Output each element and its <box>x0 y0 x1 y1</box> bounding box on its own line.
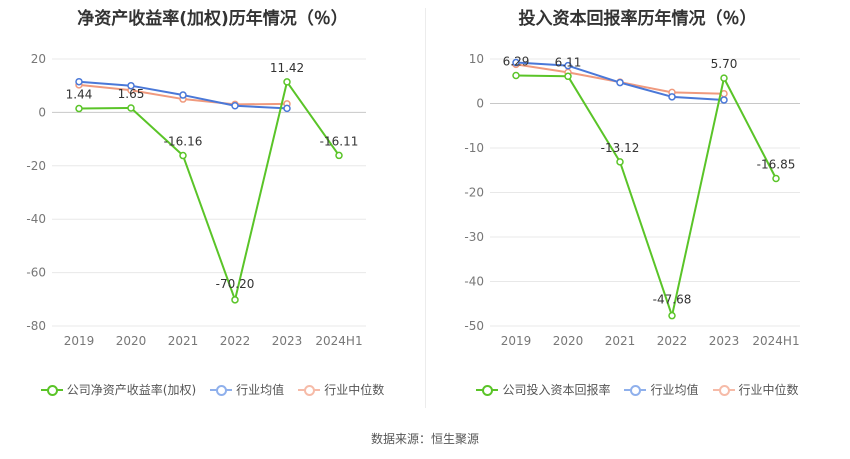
series-line-company <box>515 74 777 317</box>
data-label: 6.11 <box>555 55 582 69</box>
legend-marker-industry-median <box>712 384 735 396</box>
data-point-company <box>564 72 572 81</box>
data-label: 6.29 <box>503 55 530 69</box>
legend-marker-company <box>40 384 63 396</box>
legend-label-industry-average: 行业均值 <box>236 383 285 397</box>
legend-marker-industry-median <box>298 384 321 396</box>
data-point-avg <box>720 96 728 104</box>
data-label: -16.11 <box>320 134 359 148</box>
x-tick-label: 2021 <box>168 334 199 348</box>
data-label: -16.16 <box>164 135 203 149</box>
legend-marker-company <box>476 384 499 396</box>
data-point-company <box>231 296 239 304</box>
data-point-company <box>616 158 624 166</box>
y-tick-label: 0 <box>38 105 46 119</box>
legend-marker-industry-average <box>624 384 647 396</box>
x-tick-label: 2022 <box>220 334 251 348</box>
legend-item-industry-average[interactable]: 行业均值 <box>210 381 284 398</box>
legend-label-industry-average: 行业均值 <box>650 383 699 397</box>
y-tick-label: 10 <box>469 52 484 66</box>
legend-item-industry-median[interactable]: 行业中位数 <box>298 381 384 398</box>
x-tick-label: 2020 <box>553 334 584 348</box>
data-label: 5.70 <box>711 57 738 71</box>
data-point-avg <box>564 61 572 70</box>
data-point-company <box>179 151 187 160</box>
data-label: 1.44 <box>66 88 93 102</box>
legend-item-industry-median[interactable]: 行业中位数 <box>712 381 799 398</box>
x-tick-label: 2023 <box>272 334 303 348</box>
x-tick-label: 2019 <box>64 334 95 348</box>
roe-chart-plot: 20 0 -20 -40 -60 -80 2019 2020 2021 2022 2023 2024H… <box>26 52 366 348</box>
x-tick-label: 2021 <box>605 334 636 348</box>
x-tick-label: 2024H1 <box>315 334 362 348</box>
y-tick-label: -40 <box>464 275 484 289</box>
roic-chart-panel: 投入资本回报率历年情况（％） 10 0 -10 -20 -30 -40 -50 2019 202… <box>425 0 850 420</box>
roic-chart-legend: 公司投入资本回报率 行业均值 行业中位数 <box>425 381 850 398</box>
roic-chart-plot: 10 0 -10 -20 -30 -40 -50 2019 2020 2021 2022 2023 20… <box>464 52 800 348</box>
legend-label-industry-median: 行业中位数 <box>324 383 385 397</box>
data-point-company <box>283 78 291 86</box>
legend-item-industry-average[interactable]: 行业均值 <box>624 381 699 398</box>
data-point-company <box>772 174 780 183</box>
data-point-avg <box>283 104 291 113</box>
data-point-avg <box>179 91 187 99</box>
y-tick-label: -80 <box>26 319 46 333</box>
data-point-avg <box>616 78 624 87</box>
legend-item-company[interactable]: 公司净资产收益率(加权) <box>40 381 197 398</box>
data-label: -70.20 <box>216 277 255 291</box>
series-line-company <box>78 80 340 301</box>
data-point-company <box>512 71 520 80</box>
data-point-avg <box>231 101 239 110</box>
data-point-company <box>127 104 135 112</box>
x-tick-label: 2022 <box>657 334 688 348</box>
roic-chart-title: 投入资本回报率历年情况（％） <box>518 9 757 29</box>
data-label: -47.68 <box>653 293 692 307</box>
legend-label-company: 公司净资产收益率(加权) <box>66 383 197 397</box>
roe-chart-panel: 净资产收益率(加权)历年情况（％） 20 0 -20 -40 -60 -80 2019 202… <box>0 0 425 420</box>
y-tick-label: 20 <box>31 52 46 66</box>
data-label: -16.85 <box>757 157 796 171</box>
data-point-avg <box>75 77 83 86</box>
panel-divider <box>425 8 426 408</box>
data-point-company <box>75 104 83 113</box>
y-tick-label: -30 <box>464 230 484 244</box>
data-label: -13.12 <box>601 141 640 155</box>
x-tick-label: 2020 <box>116 334 147 348</box>
y-tick-label: 0 <box>476 97 484 111</box>
data-point-avg <box>512 58 520 67</box>
x-tick-label: 2023 <box>709 334 740 348</box>
data-label: 1.65 <box>118 87 145 101</box>
roe-chart-legend: 公司净资产收益率(加权) 行业均值 行业中位数 <box>0 381 425 398</box>
legend-label-industry-median: 行业中位数 <box>738 383 799 397</box>
data-label: 11.42 <box>270 61 304 75</box>
y-tick-label: -60 <box>26 266 46 280</box>
y-tick-label: -20 <box>464 186 484 200</box>
x-tick-label: 2024H1 <box>752 334 799 348</box>
data-point-company <box>335 151 343 160</box>
y-tick-label: -10 <box>464 141 484 155</box>
data-point-company <box>668 311 676 320</box>
roe-chart-title: 净资产收益率(加权)历年情况（％） <box>77 9 348 29</box>
legend-marker-industry-average <box>210 384 233 396</box>
y-tick-label: -50 <box>464 319 484 333</box>
data-point-avg <box>127 81 135 90</box>
data-point-avg <box>668 93 676 101</box>
data-point-company <box>720 74 728 82</box>
legend-label-company: 公司投入资本回报率 <box>502 383 611 397</box>
x-tick-label: 2019 <box>501 334 532 348</box>
data-source-note: 数据来源：恒生聚源 <box>370 432 479 446</box>
y-tick-label: -20 <box>26 159 46 173</box>
y-tick-label: -40 <box>26 212 46 226</box>
legend-item-company[interactable]: 公司投入资本回报率 <box>476 381 610 398</box>
